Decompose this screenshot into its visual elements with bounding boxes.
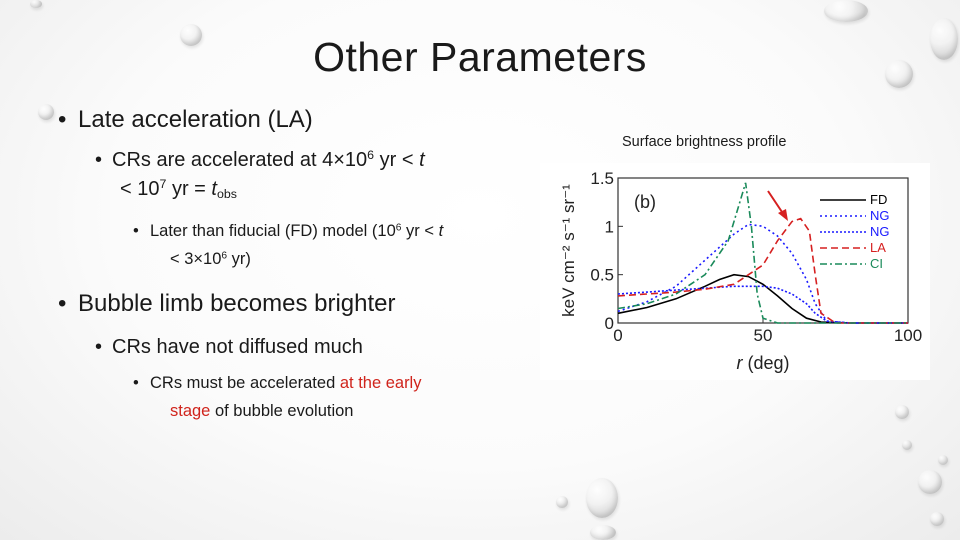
y-tick-label: 0: [605, 314, 614, 333]
bullet-text: Late acceleration (LA): [78, 106, 313, 133]
bullet-text: Bubble limb becomes brighter: [78, 290, 396, 317]
water-drop: [586, 478, 618, 518]
panel-label: (b): [634, 192, 656, 212]
slide-title: Other Parameters: [313, 34, 647, 80]
bullet-not-diffused: CRs have not diffused much: [112, 333, 363, 362]
water-drop: [30, 0, 42, 8]
bullet-bubble-limb: Bubble limb becomes brighter: [78, 290, 396, 318]
water-drop: [938, 455, 948, 465]
x-tick-label: 100: [894, 326, 922, 345]
bullet-text: CRs have not diffused much: [112, 336, 363, 358]
water-drop: [930, 512, 944, 526]
x-tick-label: 50: [754, 326, 773, 345]
series-line-fd: [617, 273, 908, 324]
legend-label: CI: [870, 256, 883, 271]
series-line-la: [617, 217, 908, 324]
plot-caption: Surface brightness profile: [622, 134, 787, 150]
water-drop: [885, 60, 913, 88]
legend-label: LA: [870, 240, 886, 255]
y-tick-label: 0.5: [590, 266, 614, 285]
x-axis-label: r (deg): [736, 353, 789, 373]
annotation-arrowhead: [778, 209, 788, 221]
y-tick-label: 1: [605, 217, 614, 236]
water-drop: [824, 0, 868, 22]
surface-brightness-chart: 0 50 100 0 0.5 1 1.5 r (deg) keV cm⁻² s⁻¹ sr⁻¹ (b…: [540, 163, 930, 380]
bullet-early-stage: CRs must be accelerated at the early sta…: [150, 369, 421, 425]
water-drop: [38, 104, 54, 120]
bullet-crs-accelerated: CRs are accelerated at 4×106 yr < t < 10…: [112, 146, 425, 204]
bullet-line-2: < 3×106 yr): [170, 250, 251, 268]
series-line-ci: [617, 182, 908, 324]
series-line-ng: [617, 223, 908, 324]
legend-label: FD: [870, 192, 887, 207]
annotation-arrow: [767, 190, 785, 216]
water-drop: [902, 440, 912, 450]
water-drop: [180, 24, 202, 46]
water-drop: [556, 496, 568, 508]
y-tick-label: 1.5: [590, 169, 614, 188]
legend-label: NG: [870, 208, 890, 223]
bullet-line-1: CRs must be accelerated at the early: [150, 369, 421, 397]
bullet-line-1: CRs are accelerated at 4×106 yr < t: [112, 146, 425, 175]
bullet-line-1: Later than fiducial (FD) model (106 yr <…: [150, 217, 443, 245]
x-tick-label: 0: [613, 326, 622, 345]
bullet-fiducial-model: Later than fiducial (FD) model (106 yr <…: [150, 217, 443, 273]
bullet-line-2: stage of bubble evolution: [170, 402, 354, 420]
water-drop: [930, 18, 958, 60]
water-drop: [918, 470, 942, 494]
legend-label: NG: [870, 224, 890, 239]
water-drop: [895, 405, 909, 419]
y-axis-label: keV cm⁻² s⁻¹ sr⁻¹: [559, 184, 578, 317]
water-drop: [590, 525, 616, 540]
chart-svg: 0 50 100 0 0.5 1 1.5 r (deg) keV cm⁻² s⁻¹ sr⁻¹ (b…: [559, 169, 922, 373]
bullet-line-2: < 107 yr = tobs: [120, 177, 237, 202]
bullet-late-acceleration: Late acceleration (LA): [78, 106, 313, 134]
